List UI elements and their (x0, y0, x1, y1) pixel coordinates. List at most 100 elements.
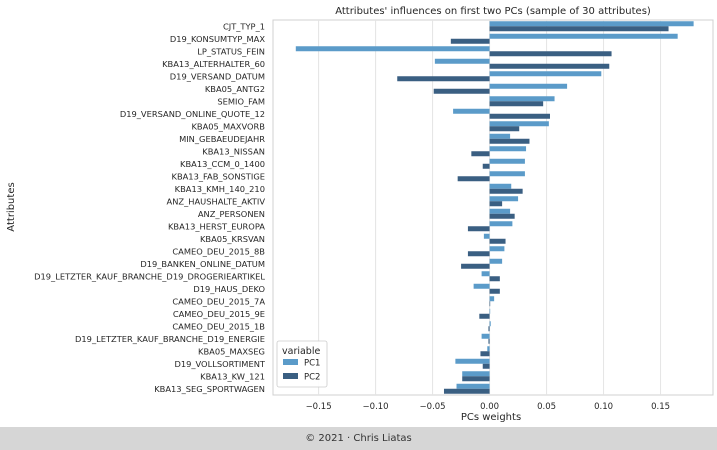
bars (295, 21, 694, 394)
bar-pc2 (479, 313, 490, 319)
bar-pc2 (488, 338, 490, 344)
bar-pc2 (467, 226, 490, 232)
x-tick-labels: −0.15 −0.10 −0.05 0.00 0.05 0.10 0.15 (306, 402, 670, 412)
x-tick-label: 0.15 (651, 402, 670, 412)
legend-label-pc2: PC2 (304, 373, 320, 383)
bar-pc2 (457, 176, 490, 182)
bar-pc1 (489, 183, 512, 189)
bar-pc2 (471, 151, 490, 157)
bar-pc2 (482, 163, 490, 169)
bar-pc1 (489, 33, 678, 39)
y-tick-label: MIN_GEBAEUDEJAHR (179, 134, 265, 144)
bar-pc1 (489, 208, 511, 214)
bar-pc2 (467, 251, 490, 257)
x-axis-label: PCs weights (461, 412, 521, 423)
y-tick-label: CAMEO_DEU_2015_8B (172, 246, 265, 256)
legend-label-pc1: PC1 (304, 359, 320, 369)
bar-pc2 (489, 51, 612, 57)
y-tick-label: KBA13_ALTERHALTER_60 (162, 59, 265, 69)
bar-pc2 (489, 113, 550, 119)
x-tick-label: 0.10 (594, 402, 613, 412)
bar-pc1 (489, 246, 505, 252)
bar-pc1 (487, 346, 490, 352)
bar-pc2 (489, 26, 669, 32)
y-tick-label: KBA13_NISSAN (202, 146, 265, 156)
y-tick-label: CAMEO_DEU_2015_1B (172, 321, 265, 331)
y-tick-label: D19_VERSAND_DATUM (170, 71, 265, 81)
bar-pc2 (450, 38, 490, 44)
y-tick-label: KBA13_KMH_140_210 (175, 184, 265, 194)
y-tick-label: D19_LETZTER_KAUF_BRANCHE_D19_DROGERIEART… (34, 271, 265, 281)
bar-pc1 (483, 233, 490, 239)
x-tick-label: 0.05 (537, 402, 556, 412)
y-tick-label: KBA05_MAXSEG (198, 346, 265, 356)
bar-pc1 (489, 71, 602, 77)
bar-pc1 (295, 46, 490, 52)
bar-pc1 (473, 283, 490, 289)
bar-pc1 (456, 383, 490, 389)
bar-pc2 (489, 188, 523, 194)
bar-chart: CJT_TYP_1 D19_KONSUMTYP_MAX LP_STATUS_FEIN… (6, 6, 714, 423)
y-tick-label: KBA05_ANTG2 (205, 84, 265, 94)
grid-lines (318, 20, 662, 395)
bar-pc2 (489, 138, 530, 144)
bar-pc1 (489, 83, 568, 89)
y-axis-label: Attributes (6, 182, 17, 231)
bar-pc2 (489, 63, 610, 69)
bar-pc1 (455, 358, 490, 364)
bar-pc1 (481, 333, 490, 339)
x-tick-label: −0.05 (420, 402, 446, 412)
legend-swatch-pc1 (283, 359, 298, 365)
bar-pc2 (397, 76, 490, 82)
bar-pc1 (489, 133, 511, 139)
bar-pc1 (489, 258, 503, 264)
bar-pc1 (481, 271, 490, 277)
bar-pc1 (489, 221, 513, 227)
footer: © 2021 · Chris Liatas (0, 427, 717, 450)
bar-pc2 (489, 126, 520, 132)
bar-pc2 (488, 326, 490, 332)
bar-pc2 (489, 276, 500, 282)
y-tick-label: D19_BANKEN_ONLINE_DATUM (140, 259, 265, 269)
y-tick-label: CJT_TYP_1 (223, 21, 265, 31)
x-tick-label: 0.00 (480, 402, 499, 412)
bar-pc1 (453, 108, 490, 114)
legend-title: variable (282, 346, 320, 357)
bar-pc2 (489, 238, 506, 244)
plot-area (272, 19, 714, 396)
y-tick-label: KBA13_FAB_SONSTIGE (172, 171, 266, 181)
bar-pc2 (480, 351, 490, 357)
x-tick-label: −0.15 (306, 402, 332, 412)
y-tick-label: LP_STATUS_FEIN (197, 46, 265, 56)
bar-pc1 (489, 96, 555, 102)
bar-pc2 (433, 88, 490, 94)
bar-pc1 (434, 58, 490, 64)
y-tick-labels: CJT_TYP_1 D19_KONSUMTYP_MAX LP_STATUS_FEIN… (34, 21, 266, 394)
y-tick-label: ANZ_PERSONEN (198, 209, 265, 219)
bar-pc1 (489, 321, 491, 327)
bar-pc2 (462, 376, 490, 382)
y-tick-label: D19_LETZTER_KAUF_BRANCHE_D19_ENERGIE (75, 334, 265, 344)
y-tick-label: ANZ_HAUSHALTE_AKTIV (167, 196, 266, 206)
y-tick-label: KBA13_KW_121 (200, 371, 265, 381)
bar-pc1 (489, 158, 525, 164)
y-tick-label: KBA05_MAXVORB (191, 121, 265, 131)
y-tick-label: CAMEO_DEU_2015_9E (173, 309, 265, 319)
bar-pc1 (489, 21, 694, 27)
bar-pc2 (489, 301, 491, 307)
legend: variable PC1 PC2 (276, 340, 328, 388)
legend-swatch-pc2 (283, 373, 298, 379)
bar-pc2 (443, 388, 490, 394)
y-tick-label: KBA13_SEG_SPORTWAGEN (154, 384, 265, 394)
x-tick-label: −0.10 (363, 402, 389, 412)
bar-pc2 (489, 101, 544, 107)
y-tick-label: KBA13_HERST_EUROPA (168, 221, 265, 231)
y-tick-label: KBA05_KRSVAN (200, 234, 265, 244)
y-tick-label: KBA13_CCM_0_1400 (180, 159, 265, 169)
bar-pc1 (489, 171, 525, 177)
bar-pc1 (489, 121, 549, 127)
y-tick-label: D19_VOLLSORTIMENT (174, 359, 265, 369)
bar-pc1 (462, 371, 490, 377)
bar-pc2 (489, 201, 503, 207)
bar-pc1 (489, 146, 527, 152)
